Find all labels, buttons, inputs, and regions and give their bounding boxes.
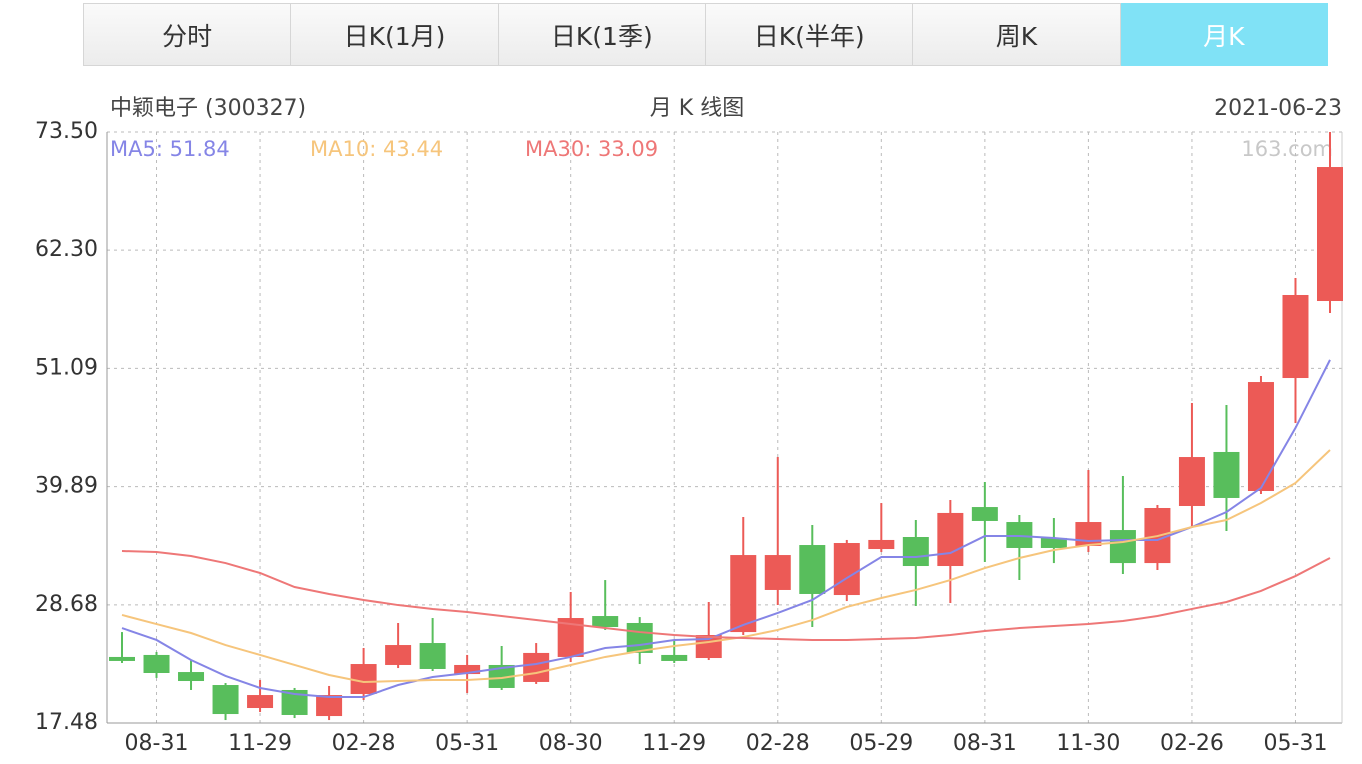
tab-bar: 分时 日K(1月) 日K(1季) 日K(半年) 周K 月K bbox=[83, 3, 1328, 66]
x-tick-label: 11-29 bbox=[228, 731, 292, 756]
x-tick-label: 11-29 bbox=[642, 731, 706, 756]
candle-body bbox=[971, 507, 998, 521]
candle-body bbox=[454, 664, 481, 675]
candle-body bbox=[212, 685, 239, 715]
x-tick-label: 05-31 bbox=[435, 731, 499, 756]
x-tick-label: 02-28 bbox=[332, 731, 396, 756]
tab[interactable]: 日K(1月) bbox=[291, 3, 499, 66]
y-tick-label: 62.30 bbox=[35, 237, 98, 262]
candle-body bbox=[1075, 522, 1102, 546]
candle-body bbox=[385, 645, 412, 665]
y-tick-label: 39.89 bbox=[35, 474, 98, 499]
candle-body bbox=[1006, 522, 1033, 548]
candle-body bbox=[109, 656, 135, 661]
candle-body bbox=[902, 537, 929, 567]
candle-body bbox=[143, 654, 170, 673]
candle-body bbox=[316, 695, 343, 717]
candle-body bbox=[661, 654, 688, 661]
x-tick-label: 11-30 bbox=[1056, 731, 1120, 756]
stock-name: 中颖电子 (300327) bbox=[110, 96, 306, 121]
x-tick-label: 08-31 bbox=[125, 731, 189, 756]
tab[interactable]: 日K(1季) bbox=[498, 3, 706, 66]
x-tick-label: 02-26 bbox=[1160, 731, 1224, 756]
candle-body bbox=[730, 555, 757, 633]
y-tick-label: 28.68 bbox=[35, 592, 98, 617]
candle-body bbox=[1213, 451, 1240, 498]
chart-title: 月 K 线图 bbox=[650, 96, 744, 121]
x-tick-label: 08-30 bbox=[539, 731, 603, 756]
candle-body bbox=[592, 616, 619, 627]
candle-body bbox=[1109, 530, 1136, 564]
tab[interactable]: 日K(半年) bbox=[705, 3, 914, 66]
candle-body bbox=[1282, 294, 1309, 379]
x-tick-label: 05-29 bbox=[849, 731, 913, 756]
y-tick-label: 17.48 bbox=[35, 710, 98, 735]
ma-line bbox=[121, 550, 1331, 641]
candle-body bbox=[764, 555, 791, 590]
watermark: 163.com bbox=[1241, 137, 1333, 161]
ma-line bbox=[121, 449, 1331, 683]
candle-body bbox=[488, 664, 515, 688]
candle-body bbox=[1178, 457, 1205, 506]
candle-body bbox=[1247, 382, 1274, 492]
ma-line bbox=[121, 359, 1331, 699]
x-tick-label: 02-28 bbox=[746, 731, 810, 756]
candle-body bbox=[626, 622, 653, 653]
x-tick-label: 05-31 bbox=[1264, 731, 1328, 756]
candle-body bbox=[350, 664, 377, 694]
y-tick-label: 73.50 bbox=[35, 119, 98, 144]
candle-body bbox=[247, 695, 274, 709]
legend-entry: MA30: 33.09 bbox=[525, 137, 658, 161]
candle-body bbox=[523, 652, 550, 682]
tab[interactable]: 分时 bbox=[83, 3, 292, 66]
candle-body bbox=[937, 512, 964, 567]
candle-body bbox=[1040, 537, 1067, 548]
candle-body bbox=[419, 643, 446, 669]
legend-entry: MA10: 43.44 bbox=[310, 137, 443, 161]
candle-body bbox=[799, 545, 826, 594]
candle-body bbox=[833, 543, 860, 596]
legend-entry: MA5: 51.84 bbox=[110, 137, 230, 161]
tab[interactable]: 周K bbox=[913, 3, 1121, 66]
tab[interactable]: 月K bbox=[1120, 3, 1328, 66]
chart-date: 2021-06-23 bbox=[1214, 96, 1342, 121]
candle-body bbox=[868, 539, 895, 550]
candle-body bbox=[178, 672, 205, 682]
candle-body bbox=[1317, 167, 1343, 302]
y-tick-label: 51.09 bbox=[35, 355, 98, 380]
x-tick-label: 08-31 bbox=[953, 731, 1017, 756]
